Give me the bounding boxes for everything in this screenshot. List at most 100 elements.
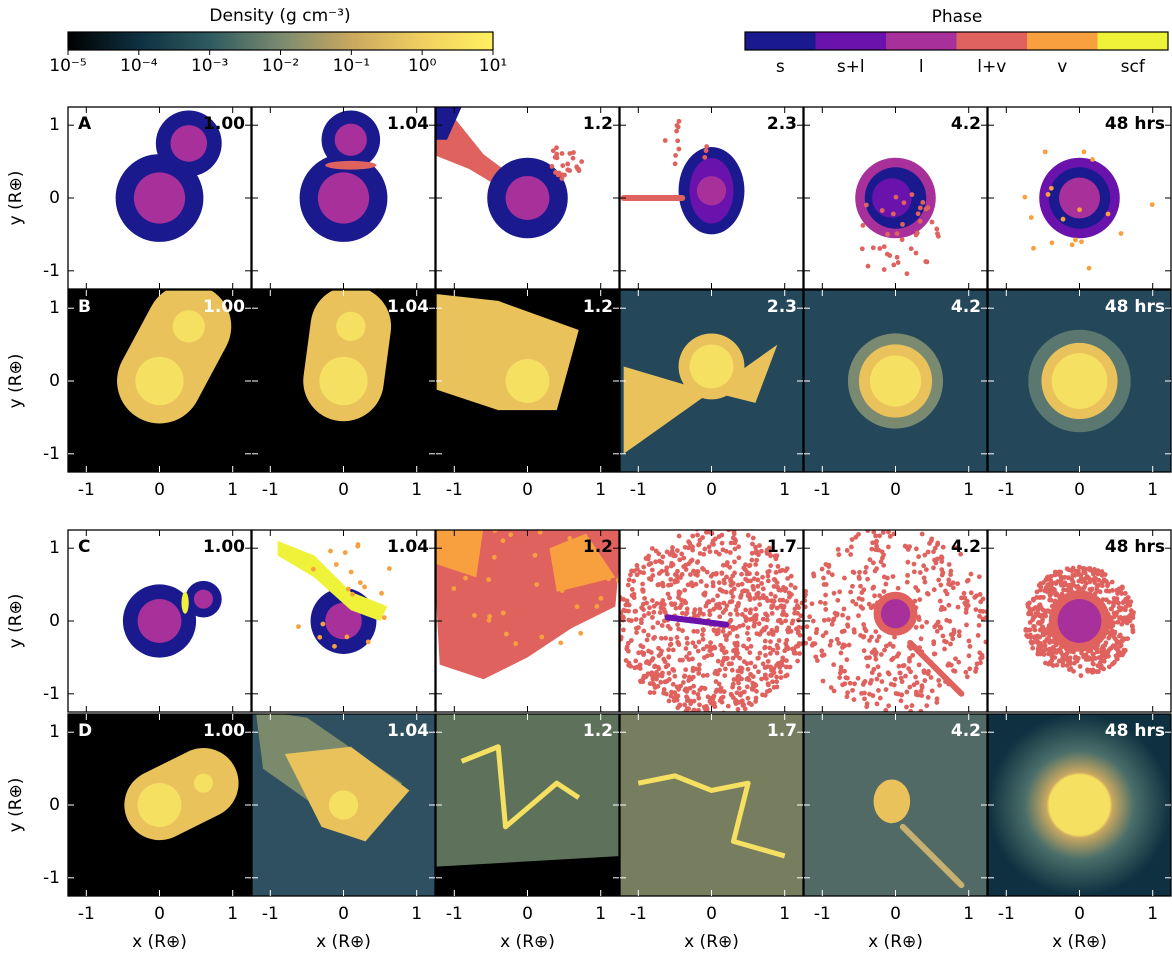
panel: [252, 290, 435, 472]
x-tick-label: 0: [522, 904, 533, 924]
particle: [663, 635, 668, 641]
particle: [841, 606, 847, 612]
particle: [756, 621, 762, 627]
particle: [948, 662, 954, 668]
particle: [964, 674, 970, 680]
particle: [645, 632, 651, 638]
particle: [1122, 636, 1128, 642]
particle: [753, 548, 759, 554]
colorbar-tick-label: 10⁻⁵: [49, 56, 86, 76]
particle: [873, 656, 879, 662]
particle: [879, 549, 885, 555]
particle: [661, 656, 667, 662]
colorbar-tick-label: 10¹: [479, 56, 507, 76]
particle: [937, 682, 942, 688]
particle: [783, 664, 789, 670]
particle: [344, 634, 350, 640]
particle: [675, 622, 681, 628]
particle: [690, 640, 696, 646]
particle: [676, 118, 682, 124]
particle: [881, 574, 887, 580]
y-tick-label: -1: [43, 868, 60, 888]
particle: [1023, 627, 1029, 632]
particle: [615, 577, 619, 583]
particle: [500, 538, 506, 544]
particle: [1059, 582, 1064, 588]
particle: [919, 531, 925, 537]
particle: [734, 653, 739, 658]
particle: [560, 163, 566, 169]
particle: [977, 613, 982, 619]
particle: [750, 535, 756, 541]
particle: [743, 588, 749, 594]
particle: [891, 262, 897, 268]
phase-swatch: [886, 32, 957, 50]
particle: [925, 549, 931, 555]
particle: [1076, 564, 1082, 570]
particle: [640, 601, 646, 607]
particle: [710, 580, 716, 585]
particle: [739, 571, 744, 577]
particle: [713, 679, 719, 684]
particle: [807, 636, 813, 642]
particle: [768, 651, 773, 656]
particle: [768, 673, 773, 678]
particle: [644, 637, 650, 643]
particle: [814, 658, 820, 663]
particle: [748, 671, 753, 677]
particle: [1028, 639, 1034, 645]
particle: [882, 647, 887, 653]
particle: [947, 618, 953, 624]
blob: [135, 356, 184, 406]
particle: [1109, 579, 1115, 585]
particle: [629, 586, 635, 592]
particle: [606, 576, 611, 582]
particle: [486, 617, 492, 623]
particle: [490, 504, 495, 509]
blob: [436, 107, 462, 140]
particle: [976, 622, 982, 628]
particle: [947, 582, 953, 588]
particle: [781, 603, 787, 609]
particle: [958, 551, 964, 557]
particle: [656, 571, 662, 576]
streak: [907, 639, 965, 697]
particle: [1037, 634, 1043, 640]
particle: [845, 615, 851, 621]
particle: [621, 596, 626, 602]
particle: [932, 557, 937, 563]
time-label: 4.2: [951, 114, 981, 134]
particle: [940, 544, 946, 550]
particle: [350, 591, 355, 597]
particle: [656, 653, 662, 659]
particle: [1090, 651, 1096, 657]
particle: [670, 647, 676, 653]
particle: [865, 530, 871, 534]
particle: [670, 666, 676, 672]
panel: [620, 290, 803, 472]
particle: [748, 643, 754, 649]
particle: [633, 658, 639, 664]
particle: [668, 582, 674, 588]
particle: [559, 151, 565, 156]
particle: [1035, 607, 1041, 613]
particle: [733, 607, 739, 613]
panel: [804, 290, 987, 472]
particle: [759, 548, 764, 554]
time-label: 2.3: [767, 114, 797, 134]
particle: [1027, 619, 1033, 625]
time-label: 4.2: [951, 721, 981, 741]
particle: [695, 648, 701, 654]
particle: [737, 623, 742, 629]
particle: [682, 673, 688, 679]
particle: [929, 536, 935, 542]
particle: [1042, 632, 1047, 637]
particle: [966, 638, 972, 644]
time-label: 1.2: [583, 114, 613, 134]
particle: [677, 657, 683, 663]
particle: [658, 679, 664, 685]
particle: [620, 627, 626, 633]
particle: [677, 557, 683, 563]
particle: [732, 559, 737, 565]
panel: [436, 504, 619, 712]
